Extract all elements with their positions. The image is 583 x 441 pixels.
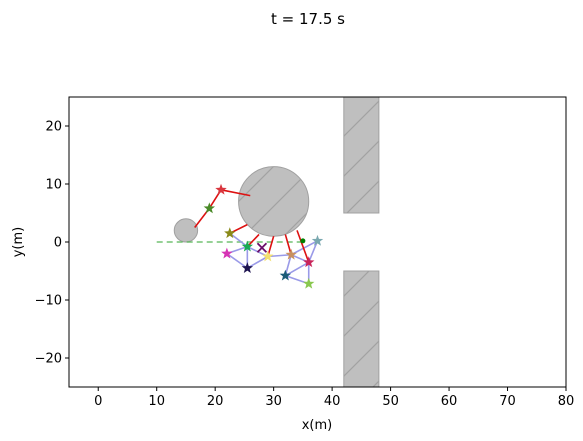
agent-star-5 — [241, 262, 254, 273]
formation-link-12 — [229, 232, 248, 248]
formation-link-6 — [284, 254, 292, 276]
small-circle-obstacle — [173, 218, 199, 243]
x-tick-label-60: 60 — [441, 394, 458, 409]
y-tick-label--20: −20 — [35, 352, 62, 367]
large-circle-obstacle — [238, 166, 310, 237]
target-point — [300, 238, 306, 244]
x-tick-label-40: 40 — [324, 394, 341, 409]
agent-star-1 — [203, 202, 216, 214]
leader-marker — [256, 242, 268, 253]
x-tick-label-70: 70 — [499, 394, 516, 409]
agent-star-11 — [303, 277, 315, 289]
agent-star-4 — [241, 240, 254, 252]
agent-star-6 — [262, 250, 274, 262]
agent-star-9 — [303, 256, 315, 268]
tether-line-6 — [284, 234, 292, 255]
upper-wall-obstacle — [343, 97, 380, 214]
tether-line-4 — [246, 233, 260, 248]
x-tick-label-20: 20 — [207, 394, 224, 409]
y-tick-label-20: 20 — [45, 120, 62, 135]
agent-star-7 — [285, 248, 297, 260]
agent-star-8 — [279, 269, 292, 281]
formation-link-9 — [307, 240, 319, 263]
agent-star-10 — [311, 234, 324, 246]
y-axis: −20 −10 0 10 20 — [35, 120, 69, 367]
y-tick-label-10: 10 — [45, 178, 62, 193]
tether-line-7 — [296, 230, 310, 263]
x-tick-label-30: 30 — [265, 394, 282, 409]
x-tick-label-80: 80 — [558, 394, 575, 409]
x-tick-label-50: 50 — [382, 394, 399, 409]
y-tick-label--10: −10 — [35, 294, 62, 309]
formation-link-5 — [267, 253, 292, 258]
formation-link-1 — [226, 252, 248, 269]
y-tick-label-0: 0 — [54, 236, 62, 251]
agent-star-0 — [215, 183, 227, 195]
x-tick-label-0: 0 — [94, 394, 102, 409]
tether-line-5 — [267, 235, 275, 257]
tether-line-0 — [220, 189, 251, 197]
x-axis-label: x(m) — [302, 418, 333, 433]
formation-link-8 — [284, 261, 310, 277]
x-tick-label-10: 10 — [148, 394, 165, 409]
chart-title: t = 17.5 s — [271, 10, 345, 28]
y-axis-label: y(m) — [11, 227, 26, 258]
x-axis: 0 10 20 30 40 50 60 70 80 — [94, 387, 574, 409]
agent-star-3 — [221, 247, 233, 259]
formation-link-13 — [290, 240, 318, 256]
agent-star-2 — [224, 227, 236, 239]
plot-area — [156, 97, 380, 387]
lower-wall-obstacle — [343, 270, 380, 387]
